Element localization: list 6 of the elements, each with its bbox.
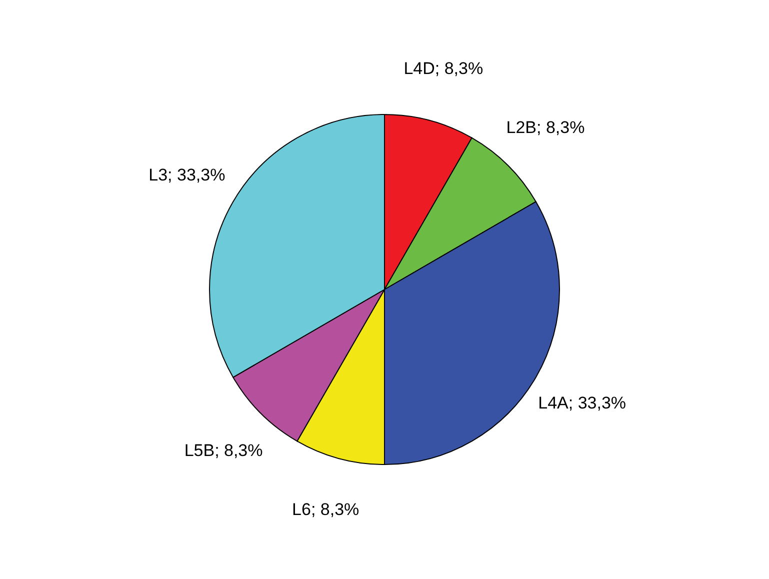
slice-label: L5B; 8,3%	[184, 440, 263, 460]
slice-label: L6; 8,3%	[292, 500, 360, 519]
slice-label: L4A; 33,3%	[538, 393, 626, 412]
slice-label: L4D; 8,3%	[404, 59, 484, 78]
slice-label: L2B; 8,3%	[506, 118, 585, 138]
slice-label: L3; 33,3%	[148, 166, 226, 185]
